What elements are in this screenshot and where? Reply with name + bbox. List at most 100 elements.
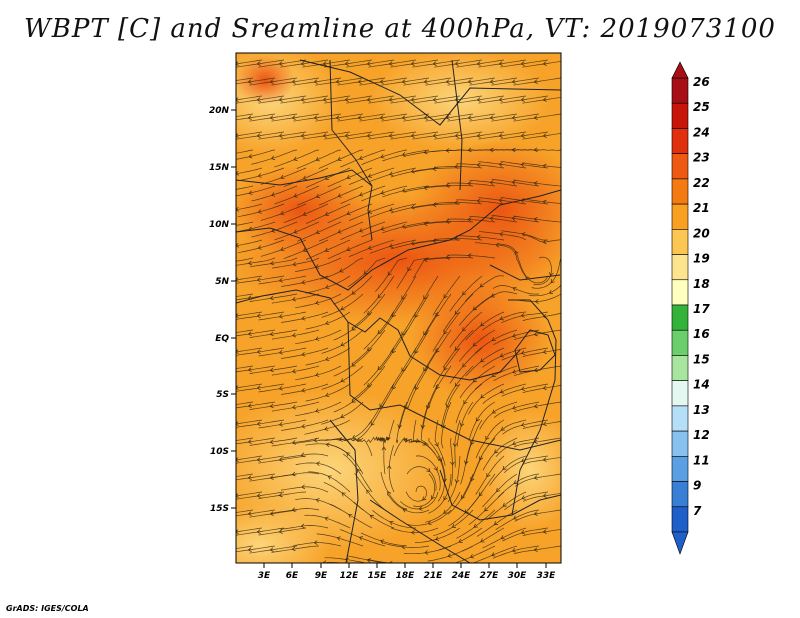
- streamline: [236, 221, 254, 226]
- colorbar-swatch: [671, 203, 689, 230]
- streamline-arrow: [226, 296, 229, 300]
- streamline-arrow: [542, 529, 547, 534]
- streamline-arrow: [256, 313, 261, 319]
- streamline-arrow: [467, 217, 472, 222]
- streamline-arrow: [256, 421, 261, 427]
- streamline: [528, 284, 561, 297]
- streamline-arrow: [472, 342, 477, 347]
- streamline-arrow: [359, 192, 364, 197]
- streamline: [407, 365, 430, 410]
- streamline-arrow: [367, 383, 372, 388]
- streamline-arrow: [513, 480, 518, 484]
- streamline-arrow: [423, 257, 428, 263]
- streamline: [236, 437, 276, 445]
- streamline: [383, 419, 395, 443]
- streamline: [459, 365, 496, 399]
- streamline-arrow: [432, 97, 437, 102]
- streamline-arrow: [226, 368, 229, 372]
- streamline-arrow: [363, 270, 368, 275]
- streamline-arrow: [463, 400, 468, 405]
- streamline: [258, 527, 307, 536]
- streamline-arrow: [430, 495, 435, 500]
- streamline: [342, 453, 373, 493]
- streamline-arrow: [291, 507, 296, 513]
- streamline: [353, 501, 395, 529]
- streamline: [280, 525, 329, 530]
- streamline-arrow: [236, 457, 239, 462]
- streamline: [305, 275, 351, 294]
- streamline-arrow: [480, 394, 485, 399]
- streamline: [500, 160, 549, 169]
- streamline: [318, 185, 364, 206]
- streamline-arrow: [410, 168, 415, 174]
- streamline: [445, 365, 474, 405]
- streamline-arrow: [513, 515, 518, 520]
- streamline-arrow: [226, 476, 229, 480]
- streamline-arrow: [533, 147, 538, 153]
- chart-title: WBPT [C] and Sreamline at 400hPa, VT: 20…: [24, 14, 776, 44]
- streamline: [403, 185, 452, 193]
- streamline: [236, 401, 276, 409]
- streamline-arrow: [454, 346, 459, 351]
- streamline-arrow: [424, 550, 429, 555]
- streamline: [236, 545, 254, 549]
- streamline: [469, 179, 518, 187]
- streamline: [327, 443, 364, 475]
- streamline-arrow: [256, 133, 261, 138]
- streamline: [360, 532, 408, 547]
- streamline: [469, 77, 518, 86]
- streamline-arrow: [432, 61, 437, 66]
- colorbar-label: 18: [693, 277, 710, 291]
- streamline: [236, 491, 285, 500]
- streamline: [475, 455, 505, 495]
- streamline: [522, 385, 561, 393]
- streamline: [412, 167, 461, 173]
- streamline-arrow: [542, 199, 547, 205]
- streamline-arrow: [256, 277, 261, 283]
- streamline: [236, 113, 254, 117]
- streamline-arrow: [324, 211, 329, 216]
- streamline: [468, 491, 505, 525]
- streamline-arrow: [454, 200, 459, 205]
- colorbar-label: 14: [693, 378, 710, 392]
- lon-tick-label: 3E: [258, 571, 271, 581]
- streamline-arrow: [226, 188, 229, 192]
- streamline-arrow: [322, 133, 327, 138]
- streamline: [304, 514, 351, 529]
- streamline-arrow: [500, 426, 505, 431]
- streamline: [249, 329, 298, 338]
- streamline-arrow: [435, 312, 440, 318]
- streamline-arrow: [270, 155, 276, 160]
- streamline: [236, 311, 263, 317]
- streamline-arrow: [511, 548, 517, 553]
- streamline-arrow: [300, 61, 305, 66]
- streamline: [347, 257, 386, 288]
- streamline: [390, 95, 439, 104]
- streamline-arrow: [533, 79, 538, 84]
- colorbar-label: 16: [693, 327, 710, 341]
- streamline: [340, 221, 386, 241]
- streamline: [271, 293, 320, 304]
- streamline: [356, 401, 386, 441]
- streamline: [513, 329, 561, 341]
- streamline: [271, 545, 320, 553]
- streamline-arrow: [271, 192, 276, 197]
- streamline-arrow: [235, 566, 238, 570]
- streamline: [447, 218, 496, 223]
- streamline: [236, 329, 276, 337]
- streamline-arrow: [542, 385, 547, 391]
- streamline: [412, 95, 461, 104]
- streamline-arrow: [402, 438, 407, 443]
- streamline: [281, 275, 329, 287]
- streamline-arrow: [269, 475, 274, 480]
- streamline-arrow: [291, 546, 296, 552]
- streamline: [501, 383, 549, 397]
- streamline-arrow: [472, 306, 477, 311]
- colorbar-label: 9: [693, 479, 701, 493]
- streamline-arrow: [352, 434, 357, 440]
- streamline-arrow: [236, 421, 239, 426]
- streamline: [390, 347, 417, 389]
- streamline: [260, 239, 307, 257]
- colorbar-label: 24: [693, 125, 710, 139]
- streamline-arrow: [470, 440, 475, 446]
